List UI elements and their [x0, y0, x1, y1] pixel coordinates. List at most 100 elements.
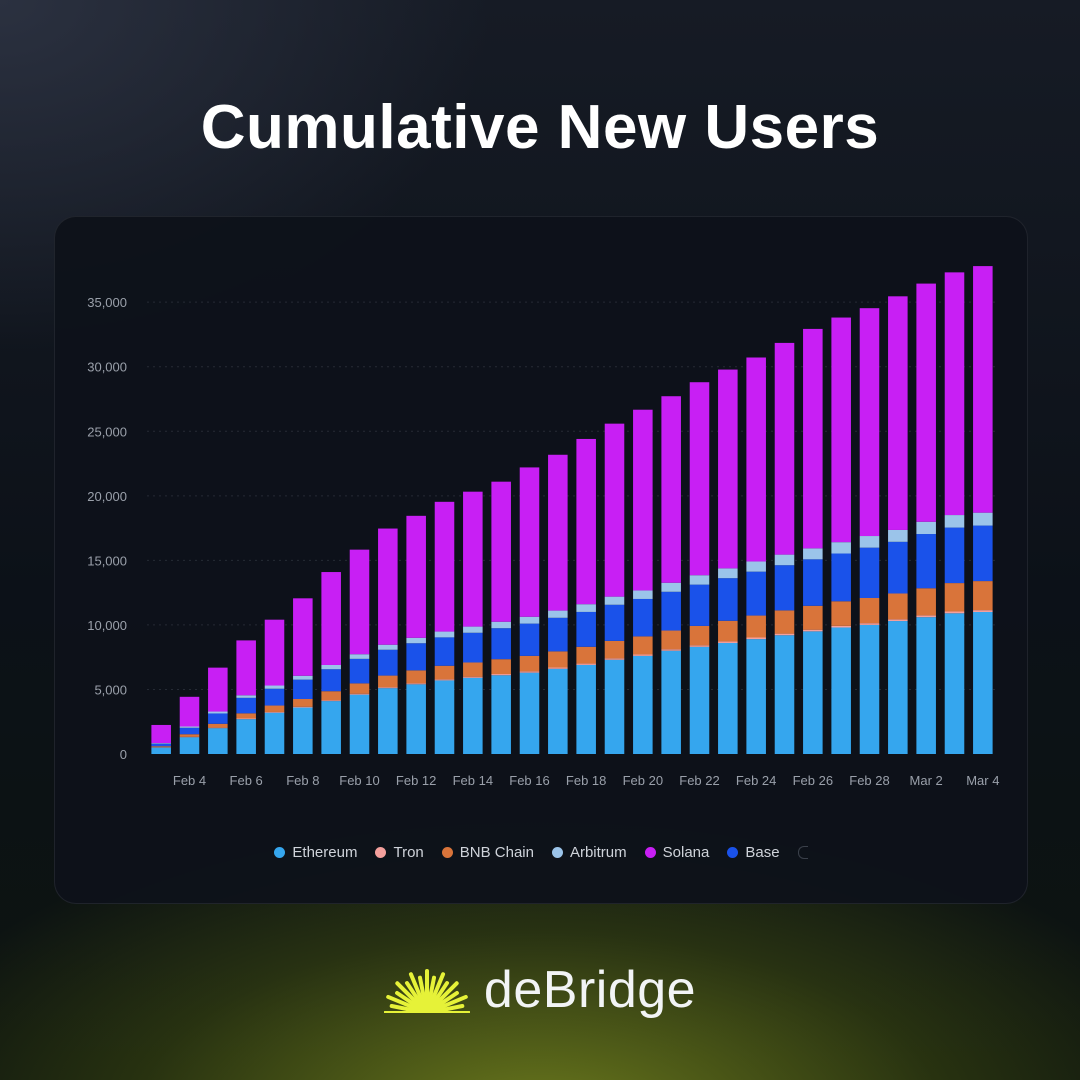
bar-stack: [803, 328, 823, 754]
bar-segment-solana: [604, 423, 625, 597]
bar-segment-tron: [774, 633, 795, 636]
x-tick-label: Feb 20: [623, 773, 663, 788]
bar-segment-ethereum: [888, 621, 908, 754]
bar-segment-bnb-chain: [151, 746, 171, 748]
y-tick-label: 10,000: [87, 618, 127, 633]
x-tick-label: Feb 22: [679, 773, 719, 788]
bar-segment-bnb-chain: [264, 705, 285, 712]
stacked-bar-chart: 0 5,000 10,000 15,000 20,000 25,000 30,000 35,0…: [87, 266, 999, 788]
bar-segment-arbitrum: [208, 711, 228, 714]
bar-stack: [236, 640, 256, 754]
bar-segment-arbitrum: [406, 637, 426, 644]
legend-dot-icon: [375, 846, 387, 858]
y-tick-label: 25,000: [87, 424, 127, 439]
bar-segment-solana: [179, 696, 200, 727]
bar-segment-arbitrum: [434, 631, 455, 638]
bar-segment-solana: [293, 598, 313, 676]
bar-segment-tron: [746, 637, 766, 640]
bar-segment-solana: [236, 640, 256, 696]
y-tick-label: 5,000: [94, 682, 127, 697]
legend-item[interactable]: BNB Chain: [441, 841, 534, 863]
bar-segment-solana: [831, 317, 851, 543]
bar-stack: [916, 283, 936, 754]
legend-dot-icon: [644, 846, 656, 858]
bar-segment-arbitrum: [378, 644, 398, 650]
y-tick-label: 30,000: [87, 360, 127, 375]
bar-segment-bnb-chain: [774, 610, 795, 634]
bar-segment-arbitrum: [718, 568, 738, 579]
bar-segment-tron: [718, 641, 738, 643]
bar-segment-ethereum: [548, 668, 568, 754]
legend-item[interactable]: Ethereum: [274, 841, 357, 863]
bar-segment-bnb-chain: [349, 683, 370, 694]
chart-legend: Ethereum Tron BNB Chain Arbitrum Solana Base: [55, 841, 1027, 863]
bar-segment-base: [633, 598, 653, 637]
bar-segment-arbitrum: [293, 675, 313, 680]
x-tick-label: Feb 10: [339, 773, 379, 788]
bar-segment-base: [179, 727, 200, 735]
bar-segment-base: [463, 632, 483, 663]
bar-segment-tron: [831, 625, 851, 628]
bar-segment-base: [916, 534, 936, 589]
bar-segment-arbitrum: [491, 621, 511, 629]
bar-segment-solana: [378, 528, 398, 645]
x-tick-label: Feb 14: [453, 773, 493, 788]
bar-segment-solana: [859, 308, 880, 537]
legend-item[interactable]: Solana: [644, 841, 709, 863]
bar-segment-bnb-chain: [916, 588, 936, 616]
bar-segment-solana: [491, 481, 511, 622]
bar-segment-arbitrum: [944, 515, 965, 528]
chart-card: 0 5,000 10,000 15,000 20,000 25,000 30,000 35,0…: [54, 216, 1028, 904]
bar-segment-arbitrum: [236, 695, 256, 698]
bar-segment-arbitrum: [548, 610, 568, 618]
bar-segment-base: [973, 525, 993, 582]
bar-segment-bnb-chain: [633, 636, 653, 655]
x-tick-label: Feb 16: [509, 773, 549, 788]
bar-stack: [463, 491, 483, 754]
legend-dot-icon: [727, 846, 739, 858]
bar-segment-tron: [548, 667, 568, 669]
bar-segment-solana: [944, 272, 965, 516]
x-tick-label: Feb 18: [566, 773, 606, 788]
bar-segment-ethereum: [491, 675, 511, 754]
legend-item[interactable]: Tron: [375, 841, 424, 863]
x-tick-label: Feb 12: [396, 773, 436, 788]
bar-segment-bnb-chain: [293, 699, 313, 707]
bar-segment-ethereum: [746, 639, 766, 754]
bar-segment-tron: [888, 619, 908, 622]
bar-segment-tron: [944, 611, 965, 614]
bar-segment-bnb-chain: [463, 662, 483, 677]
legend-item[interactable]: Arbitrum: [551, 841, 627, 863]
bar-segment-arbitrum: [519, 616, 540, 624]
legend-item[interactable]: Base: [727, 841, 780, 863]
legend-more-icon: [797, 845, 808, 859]
bar-stack: [689, 382, 710, 754]
bar-segment-base: [519, 623, 540, 656]
bar-segment-ethereum: [916, 617, 936, 754]
legend-label: Tron: [393, 843, 424, 861]
x-tick-label: Feb 8: [286, 773, 319, 788]
bar-segment-base: [349, 658, 370, 684]
bar-segment-ethereum: [633, 655, 653, 754]
bar-segment-arbitrum: [576, 604, 596, 612]
bar-segment-ethereum: [321, 701, 341, 754]
bar-segment-bnb-chain: [491, 659, 511, 675]
x-tick-label: Feb 6: [230, 773, 263, 788]
bar-segment-base: [548, 617, 568, 652]
bar-segment-ethereum: [463, 677, 483, 754]
bar-segment-bnb-chain: [236, 713, 256, 719]
x-tick-label: Feb 24: [736, 773, 776, 788]
bar-segment-bnb-chain: [321, 691, 341, 701]
bar-segment-arbitrum: [859, 536, 880, 548]
brand-name: deBridge: [483, 961, 697, 1019]
bar-stack: [434, 501, 455, 754]
bar-segment-solana: [576, 438, 596, 605]
bar-segment-arbitrum: [179, 726, 200, 728]
bar-segment-solana: [633, 409, 653, 591]
bar-segment-base: [264, 688, 285, 706]
bar-segment-ethereum: [944, 613, 965, 754]
bar-segment-tron: [803, 629, 823, 632]
bar-segment-solana: [973, 266, 993, 513]
bar-segment-ethereum: [293, 707, 313, 754]
bar-stack: [746, 357, 766, 754]
